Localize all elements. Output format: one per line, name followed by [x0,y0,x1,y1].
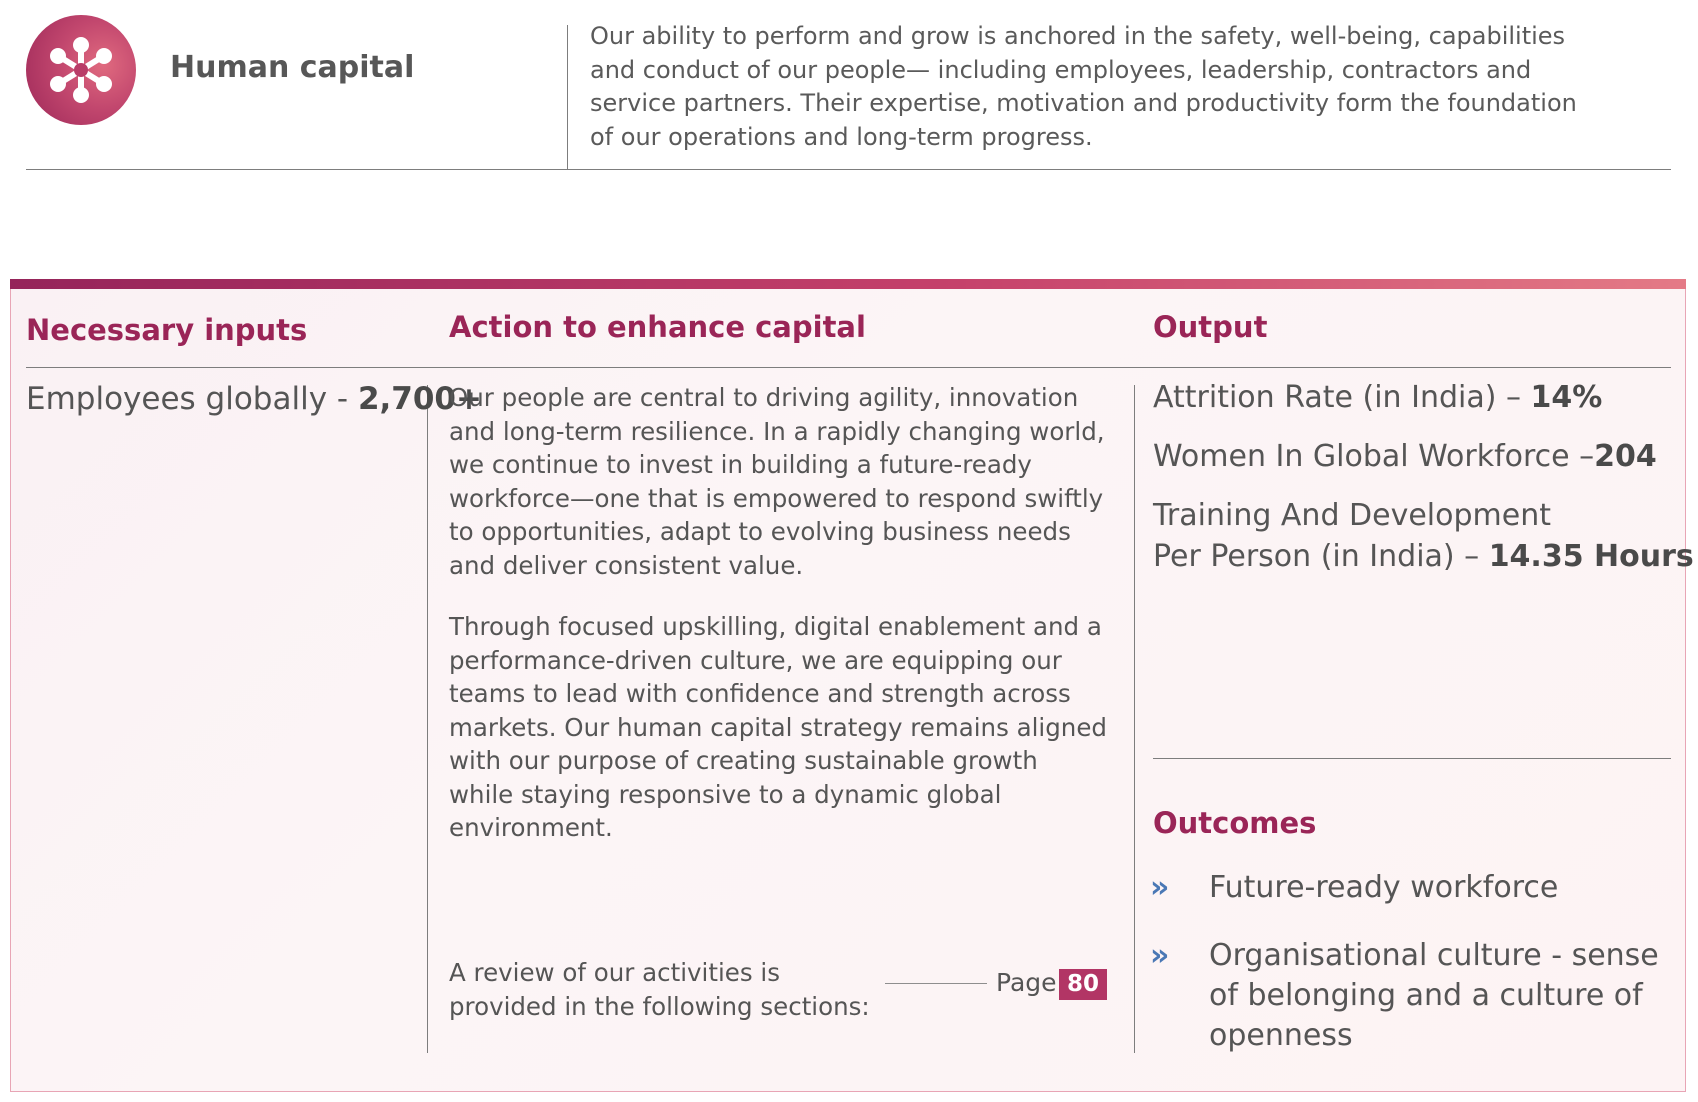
column-heading-output: Output [1153,310,1268,344]
output-value: 204 [1594,439,1657,474]
action-paragraph-1: Our people are central to driving agilit… [449,383,1105,580]
input-employees: Employees globally - 2,700+ [26,381,482,417]
review-note: A review of our activities is provided i… [449,958,870,1021]
human-capital-network-icon [26,15,136,125]
output-label: Women In Global Workforce – [1153,439,1595,474]
capital-panel [10,279,1686,1092]
page-reference-link[interactable]: 80 [1059,969,1107,1000]
header-rule [26,169,1671,170]
review-leader-line [885,983,987,984]
output-label: Attrition Rate (in India) – [1153,380,1531,415]
output-value: 14% [1530,380,1603,415]
outcomes-heading: Outcomes [1153,806,1317,840]
page-title: Human capital [170,50,415,85]
chevron-right-icon: » [1150,938,1170,973]
header-description: Our ability to perform and grow is ancho… [590,22,1577,151]
output-training-line2: Per Person (in India) – 14.35 Hours [1153,539,1694,574]
column-divider-right [1134,385,1135,1053]
page-reference-label: Page [996,968,1057,997]
output-value: 14.35 Hours [1488,539,1694,574]
column-heading-inputs: Necessary inputs [26,313,308,347]
outcomes-rule [1153,758,1671,759]
output-training-line1: Training And Development [1153,498,1551,533]
panel-accent-bar [10,279,1686,289]
output-attrition: Attrition Rate (in India) – 14% [1153,380,1602,415]
column-heading-action: Action to enhance capital [449,310,866,344]
chevron-right-icon: » [1150,870,1170,905]
action-paragraph-2: Through focused upskilling, digital enab… [449,612,1107,842]
header-divider [567,25,568,170]
outcome-item: Organisational culture - sense of belong… [1209,938,1659,1053]
column-heading-rule [26,367,1671,368]
output-label: Per Person (in India) – [1153,539,1489,574]
output-women-workforce: Women In Global Workforce –204 [1153,439,1657,474]
input-label: Employees globally - [26,381,358,417]
input-value: 2,700+ [357,381,482,417]
column-divider-left [427,385,428,1053]
outcome-item: Future-ready workforce [1209,870,1559,905]
